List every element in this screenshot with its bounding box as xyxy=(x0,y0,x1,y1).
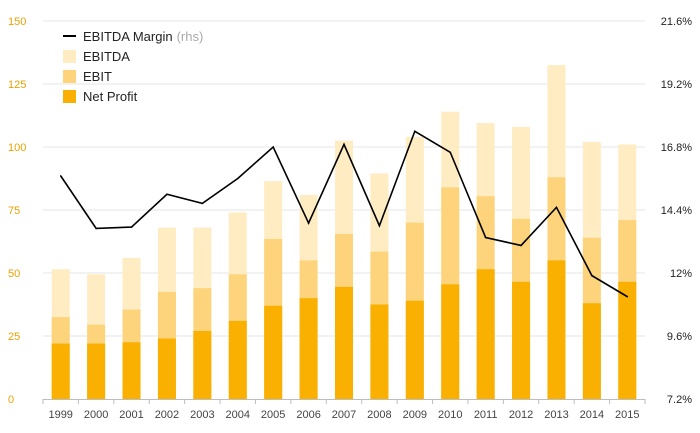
net-profit-bar xyxy=(299,298,318,399)
net-profit-bar xyxy=(582,303,601,399)
ebitda-margin-point xyxy=(95,227,97,230)
ebitda-margin-point xyxy=(272,146,274,148)
ebitda-margin-point xyxy=(130,226,133,228)
ebitda-margin-point xyxy=(484,236,487,239)
ebitda-margin-point xyxy=(236,177,239,180)
legend-label-text: EBITDA Margin xyxy=(83,29,173,44)
legend: EBITDA Margin (rhs) EBITDA EBIT Net Profit xyxy=(63,29,203,104)
ebitda-margin-point xyxy=(555,206,558,209)
net-profit-bar xyxy=(122,342,141,399)
ebitda-margin-point xyxy=(626,295,629,298)
net-profit-bar xyxy=(228,320,247,399)
net-profit-bar xyxy=(157,338,176,399)
x-tick-label: 2003 xyxy=(190,409,214,421)
x-tick-label: 2007 xyxy=(332,409,356,421)
y-right-tick-label: 12% xyxy=(670,268,692,280)
legend-label-ebit: EBIT xyxy=(83,69,112,84)
ebitda-margin-point xyxy=(591,274,593,277)
x-tick-label: 2012 xyxy=(509,409,533,421)
net-profit-bar xyxy=(618,281,637,399)
x-tick-label: 2004 xyxy=(226,409,250,421)
axes: 0 25 50 75 100 125 150 7.2% 9.6% 12% 14.4% 16.8% 19.… xyxy=(8,16,692,421)
y-left-tick-label: 100 xyxy=(8,142,26,154)
legend-marker-net-profit xyxy=(63,90,76,103)
margin-line-layer xyxy=(59,130,629,298)
y-right-tick-label: 19.2% xyxy=(661,79,692,91)
legend-label-text: Net Profit xyxy=(83,89,138,104)
x-tick-label: 2008 xyxy=(367,409,391,421)
x-tick-label: 2015 xyxy=(615,409,639,421)
net-profit-bar xyxy=(370,304,389,399)
legend-marker-ebit xyxy=(63,70,76,83)
net-profit-bar xyxy=(476,269,495,399)
legend-marker-ebitda xyxy=(63,50,76,63)
net-profit-bar xyxy=(51,343,70,399)
net-profit-bar xyxy=(441,284,460,399)
legend-label-ebitda: EBITDA xyxy=(83,49,130,64)
legend-label-net-profit: Net Profit xyxy=(83,89,138,104)
y-left-tick-label: 50 xyxy=(8,268,20,280)
ebitda-margin-point xyxy=(59,175,62,177)
ebitda-margin-point xyxy=(343,143,345,146)
x-tick-label: 2005 xyxy=(261,409,285,421)
y-left-tick-label: 0 xyxy=(8,394,14,406)
y-right-tick-label: 7.2% xyxy=(667,394,692,406)
y-right-tick-label: 16.8% xyxy=(661,142,692,154)
net-profit-bar xyxy=(87,343,106,399)
x-tick-label: 2010 xyxy=(438,409,462,421)
ebitda-margin-point xyxy=(378,224,381,227)
y-right-tick-label: 9.6% xyxy=(667,331,692,343)
net-profit-bar xyxy=(264,305,283,399)
y-left-tick-label: 150 xyxy=(8,16,26,28)
x-tick-label: 2002 xyxy=(155,409,179,421)
x-tick-label: 2011 xyxy=(474,409,498,421)
ebitda-margin-point xyxy=(520,244,522,247)
ebitda-margin-point xyxy=(449,151,452,154)
x-tick-label: 2014 xyxy=(580,409,604,421)
legend-label-text: EBIT xyxy=(83,69,112,84)
ebitda-margin-point xyxy=(414,130,416,133)
ebitda-margin-point xyxy=(166,193,168,196)
y-right-tick-label: 14.4% xyxy=(661,205,692,217)
ebitda-margin-point xyxy=(201,202,204,205)
legend-label-suffix: (rhs) xyxy=(177,29,204,44)
net-profit-bar xyxy=(335,286,353,399)
net-profit-bar xyxy=(512,281,531,399)
y-left-tick-label: 125 xyxy=(8,79,26,91)
net-profit-bar xyxy=(547,260,566,399)
x-tick-label: 2001 xyxy=(119,409,143,421)
x-tick-label: 2000 xyxy=(84,409,108,421)
net-profit-bar xyxy=(193,330,212,399)
x-tick-label: 2013 xyxy=(544,409,568,421)
x-tick-label: 2006 xyxy=(296,409,320,421)
bars xyxy=(51,65,637,400)
x-tick-label: 2009 xyxy=(403,409,427,421)
legend-label-ebitda-margin: EBITDA Margin (rhs) xyxy=(83,29,203,44)
y-left-tick-label: 75 xyxy=(8,205,20,217)
net-profit-bar xyxy=(405,300,424,399)
legend-label-text: EBITDA xyxy=(83,49,130,64)
y-right-tick-label: 21.6% xyxy=(661,16,692,28)
ebitda-margin-point xyxy=(307,222,310,224)
y-left-tick-label: 25 xyxy=(8,331,20,343)
x-tick-label: 1999 xyxy=(48,409,72,421)
